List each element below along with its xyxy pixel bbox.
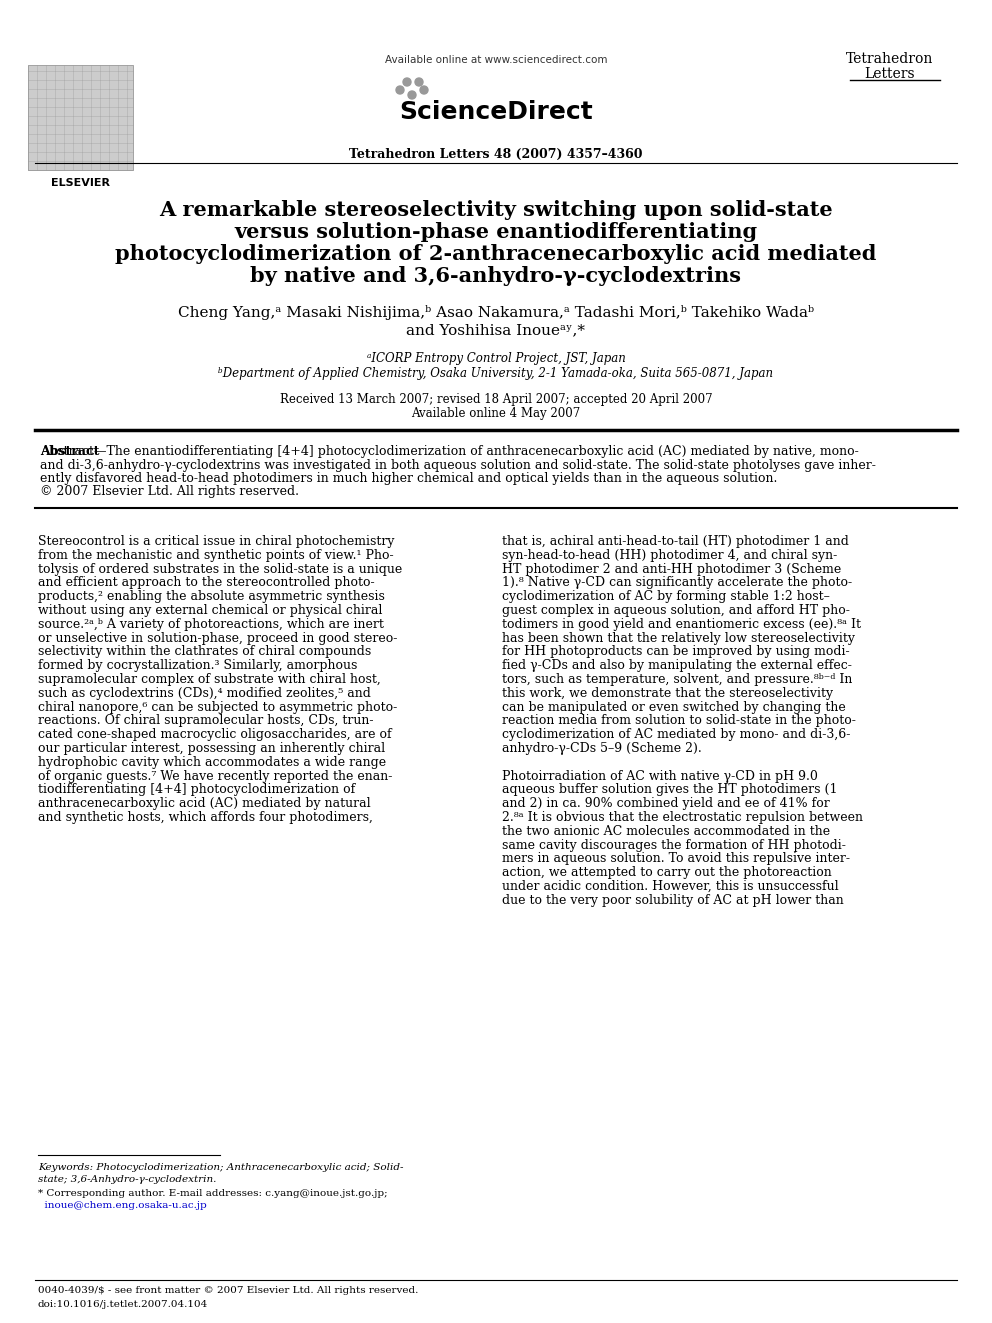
Text: anthracenecarboxylic acid (AC) mediated by natural: anthracenecarboxylic acid (AC) mediated … [38, 798, 371, 810]
Text: tolysis of ordered substrates in the solid-state is a unique: tolysis of ordered substrates in the sol… [38, 562, 402, 576]
Text: products,² enabling the absolute asymmetric synthesis: products,² enabling the absolute asymmet… [38, 590, 385, 603]
Circle shape [408, 91, 416, 99]
Text: chiral nanopore,⁶ can be subjected to asymmetric photo-: chiral nanopore,⁶ can be subjected to as… [38, 701, 397, 713]
Text: aqueous buffer solution gives the HT photodimers (1: aqueous buffer solution gives the HT pho… [502, 783, 837, 796]
Text: state; 3,6-Anhydro-γ-cyclodextrin.: state; 3,6-Anhydro-γ-cyclodextrin. [38, 1175, 216, 1184]
Text: and efficient approach to the stereocontrolled photo-: and efficient approach to the stereocont… [38, 577, 375, 590]
Text: for HH photoproducts can be improved by using modi-: for HH photoproducts can be improved by … [502, 646, 849, 659]
Circle shape [403, 78, 411, 86]
Text: Letters: Letters [865, 67, 916, 81]
Text: syn-head-to-head (HH) photodimer 4, and chiral syn-: syn-head-to-head (HH) photodimer 4, and … [502, 549, 837, 562]
Circle shape [420, 86, 428, 94]
Text: under acidic condition. However, this is unsuccessful: under acidic condition. However, this is… [502, 880, 838, 893]
Text: due to the very poor solubility of AC at pH lower than: due to the very poor solubility of AC at… [502, 894, 844, 906]
Text: Available online at www.sciencedirect.com: Available online at www.sciencedirect.co… [385, 56, 607, 65]
Text: Keywords: Photocyclodimerization; Anthracenecarboxylic acid; Solid-: Keywords: Photocyclodimerization; Anthra… [38, 1163, 404, 1172]
Text: Cheng Yang,ᵃ Masaki Nishijima,ᵇ Asao Nakamura,ᵃ Tadashi Mori,ᵇ Takehiko Wadaᵇ: Cheng Yang,ᵃ Masaki Nishijima,ᵇ Asao Nak… [178, 306, 814, 320]
Text: anhydro-γ-CDs 5–9 (Scheme 2).: anhydro-γ-CDs 5–9 (Scheme 2). [502, 742, 701, 755]
Text: that is, achiral anti-head-to-tail (HT) photodimer 1 and: that is, achiral anti-head-to-tail (HT) … [502, 534, 849, 548]
Text: source.²ᵃ,ᵇ A variety of photoreactions, which are inert: source.²ᵃ,ᵇ A variety of photoreactions,… [38, 618, 384, 631]
Text: action, we attempted to carry out the photoreaction: action, we attempted to carry out the ph… [502, 867, 831, 880]
Text: Abstract—The enantiodifferentiating [4+4] photocyclodimerization of anthraceneca: Abstract—The enantiodifferentiating [4+4… [40, 445, 859, 458]
Text: Stereocontrol is a critical issue in chiral photochemistry: Stereocontrol is a critical issue in chi… [38, 534, 395, 548]
Text: Abstract: Abstract [40, 445, 99, 458]
Text: and 2) in ca. 90% combined yield and ee of 41% for: and 2) in ca. 90% combined yield and ee … [502, 798, 829, 810]
Text: supramolecular complex of substrate with chiral host,: supramolecular complex of substrate with… [38, 673, 381, 687]
Text: hydrophobic cavity which accommodates a wide range: hydrophobic cavity which accommodates a … [38, 755, 386, 769]
Text: Tetrahedron Letters 48 (2007) 4357–4360: Tetrahedron Letters 48 (2007) 4357–4360 [349, 148, 643, 161]
Text: has been shown that the relatively low stereoselectivity: has been shown that the relatively low s… [502, 631, 855, 644]
Circle shape [396, 86, 404, 94]
Text: fied γ-CDs and also by manipulating the external effec-: fied γ-CDs and also by manipulating the … [502, 659, 852, 672]
Text: ᵃICORP Entropy Control Project, JST, Japan: ᵃICORP Entropy Control Project, JST, Jap… [367, 352, 625, 365]
Text: reactions. Of chiral supramolecular hosts, CDs, trun-: reactions. Of chiral supramolecular host… [38, 714, 374, 728]
Text: and synthetic hosts, which affords four photodimers,: and synthetic hosts, which affords four … [38, 811, 373, 824]
Text: same cavity discourages the formation of HH photodi-: same cavity discourages the formation of… [502, 839, 846, 852]
Text: inoue@chem.eng.osaka-u.ac.jp: inoue@chem.eng.osaka-u.ac.jp [38, 1201, 206, 1211]
Text: this work, we demonstrate that the stereoselectivity: this work, we demonstrate that the stere… [502, 687, 833, 700]
Text: Tetrahedron: Tetrahedron [846, 52, 933, 66]
Text: 1).⁸ Native γ-CD can significantly accelerate the photo-: 1).⁸ Native γ-CD can significantly accel… [502, 577, 852, 590]
Text: such as cyclodextrins (CDs),⁴ modified zeolites,⁵ and: such as cyclodextrins (CDs),⁴ modified z… [38, 687, 371, 700]
Text: HT photodimer 2 and anti-HH photodimer 3 (Scheme: HT photodimer 2 and anti-HH photodimer 3… [502, 562, 841, 576]
Text: Received 13 March 2007; revised 18 April 2007; accepted 20 April 2007: Received 13 March 2007; revised 18 April… [280, 393, 712, 406]
Text: Available online 4 May 2007: Available online 4 May 2007 [412, 407, 580, 419]
Text: mers in aqueous solution. To avoid this repulsive inter-: mers in aqueous solution. To avoid this … [502, 852, 850, 865]
Bar [28, 65, 133, 169]
Text: A remarkable stereoselectivity switching upon solid-state: A remarkable stereoselectivity switching… [159, 200, 833, 220]
Circle shape [415, 78, 423, 86]
Text: * Corresponding author. E-mail addresses: c.yang@inoue.jst.go.jp;: * Corresponding author. E-mail addresses… [38, 1189, 388, 1199]
Text: photocyclodimerization of 2-anthracenecarboxylic acid mediated: photocyclodimerization of 2-anthraceneca… [115, 243, 877, 265]
Text: selectivity within the clathrates of chiral compounds: selectivity within the clathrates of chi… [38, 646, 371, 659]
Text: formed by cocrystallization.³ Similarly, amorphous: formed by cocrystallization.³ Similarly,… [38, 659, 357, 672]
Text: doi:10.1016/j.tetlet.2007.04.104: doi:10.1016/j.tetlet.2007.04.104 [38, 1301, 208, 1308]
Text: tors, such as temperature, solvent, and pressure.⁸ᵇ⁻ᵈ In: tors, such as temperature, solvent, and … [502, 673, 852, 687]
Text: © 2007 Elsevier Ltd. All rights reserved.: © 2007 Elsevier Ltd. All rights reserved… [40, 486, 299, 499]
Text: from the mechanistic and synthetic points of view.¹ Pho-: from the mechanistic and synthetic point… [38, 549, 394, 562]
Text: ScienceDirect: ScienceDirect [399, 101, 593, 124]
Text: versus solution-phase enantiodifferentiating: versus solution-phase enantiodifferentia… [234, 222, 758, 242]
Text: todimers in good yield and enantiomeric excess (ee).⁸ᵃ It: todimers in good yield and enantiomeric … [502, 618, 861, 631]
Text: without using any external chemical or physical chiral: without using any external chemical or p… [38, 605, 382, 617]
Text: of organic guests.⁷ We have recently reported the enan-: of organic guests.⁷ We have recently rep… [38, 770, 393, 783]
Text: or unselective in solution-phase, proceed in good stereo-: or unselective in solution-phase, procee… [38, 631, 398, 644]
Text: tiodifferentiating [4+4] photocyclodimerization of: tiodifferentiating [4+4] photocyclodimer… [38, 783, 355, 796]
Text: the two anionic AC molecules accommodated in the: the two anionic AC molecules accommodate… [502, 824, 830, 837]
Text: reaction media from solution to solid-state in the photo-: reaction media from solution to solid-st… [502, 714, 856, 728]
Text: and Yoshihisa Inoueᵃʸ,*: and Yoshihisa Inoueᵃʸ,* [407, 323, 585, 337]
Text: can be manipulated or even switched by changing the: can be manipulated or even switched by c… [502, 701, 846, 713]
Text: ELSEVIER: ELSEVIER [51, 179, 109, 188]
Text: and di-3,6-anhydro-γ-cyclodextrins was investigated in both aqueous solution and: and di-3,6-anhydro-γ-cyclodextrins was i… [40, 459, 876, 471]
Text: ently disfavored head-to-head photodimers in much higher chemical and optical yi: ently disfavored head-to-head photodimer… [40, 472, 778, 486]
Text: by native and 3,6-anhydro-γ-cyclodextrins: by native and 3,6-anhydro-γ-cyclodextrin… [251, 266, 741, 286]
Text: cyclodimerization of AC by forming stable 1:2 host–: cyclodimerization of AC by forming stabl… [502, 590, 830, 603]
Text: cyclodimerization of AC mediated by mono- and di-3,6-: cyclodimerization of AC mediated by mono… [502, 728, 850, 741]
Text: cated cone-shaped macrocyclic oligosaccharides, are of: cated cone-shaped macrocyclic oligosacch… [38, 728, 392, 741]
Text: Photoirradiation of AC with native γ-CD in pH 9.0: Photoirradiation of AC with native γ-CD … [502, 770, 817, 783]
Text: 2.⁸ᵃ It is obvious that the electrostatic repulsion between: 2.⁸ᵃ It is obvious that the electrostati… [502, 811, 863, 824]
Text: 0040-4039/$ - see front matter © 2007 Elsevier Ltd. All rights reserved.: 0040-4039/$ - see front matter © 2007 El… [38, 1286, 419, 1295]
Text: guest complex in aqueous solution, and afford HT pho-: guest complex in aqueous solution, and a… [502, 605, 850, 617]
Text: ᵇDepartment of Applied Chemistry, Osaka University, 2-1 Yamada-oka, Suita 565-08: ᵇDepartment of Applied Chemistry, Osaka … [218, 366, 774, 380]
Text: our particular interest, possessing an inherently chiral: our particular interest, possessing an i… [38, 742, 385, 755]
